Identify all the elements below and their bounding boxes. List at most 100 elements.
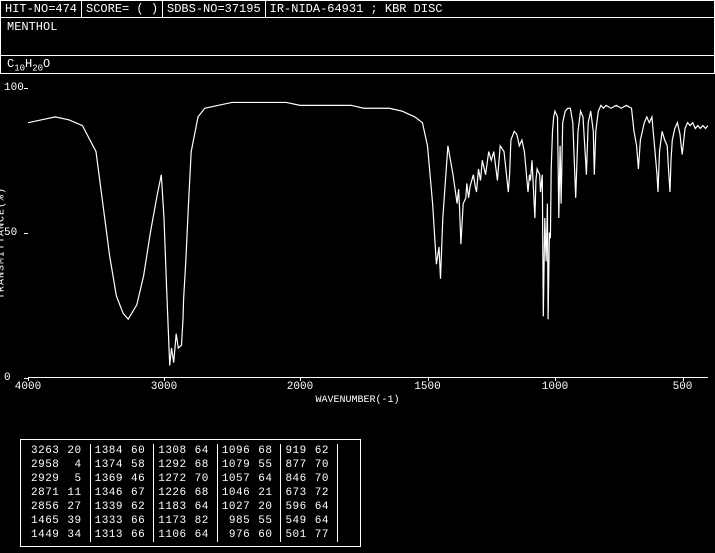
peak-wn: 1333 [90, 514, 127, 528]
peak-val: 64 [254, 472, 281, 486]
peak-wn: 1384 [90, 444, 127, 458]
peak-wn: 1339 [90, 500, 127, 514]
plot-area: 05010040003000200015001000500 [28, 88, 708, 378]
ytick-label: 0 [4, 372, 11, 384]
xtick-mark [300, 377, 301, 381]
peak-table-body: 3263201384601308641096689196229584137458… [27, 444, 354, 542]
peak-wn [337, 458, 346, 472]
peak-val: 60 [127, 444, 154, 458]
peak-val: 20 [63, 444, 90, 458]
peak-wn: 596 [281, 500, 311, 514]
peak-wn: 1272 [154, 472, 191, 486]
peak-wn: 1183 [154, 500, 191, 514]
peak-wn: 1106 [154, 528, 191, 542]
peak-wn: 846 [281, 472, 311, 486]
peak-val: 66 [127, 514, 154, 528]
peak-wn: 976 [217, 528, 254, 542]
peak-wn: 2958 [27, 458, 63, 472]
peak-wn: 1027 [217, 500, 254, 514]
peak-table: 3263201384601308641096689196229584137458… [20, 439, 361, 547]
peak-wn: 985 [217, 514, 254, 528]
peak-wn: 877 [281, 458, 311, 472]
peak-wn: 549 [281, 514, 311, 528]
spectrum-line [28, 88, 708, 377]
peak-val: 46 [127, 472, 154, 486]
ytick-label: 100 [4, 82, 24, 94]
peak-wn: 3263 [27, 444, 63, 458]
ytick-mark [24, 233, 28, 234]
peak-val: 68 [191, 486, 218, 500]
xtick-mark [555, 377, 556, 381]
peak-val: 70 [311, 458, 338, 472]
peak-wn: 1173 [154, 514, 191, 528]
ir-spectrum-chart: TRANSMITTANCE(%) 05010040003000200015001… [0, 78, 715, 408]
peak-val [346, 514, 354, 528]
score: SCORE= ( ) [82, 1, 163, 17]
xtick-label: 1500 [414, 381, 440, 393]
peak-wn: 1449 [27, 528, 63, 542]
peak-val: 64 [191, 500, 218, 514]
peak-wn: 1292 [154, 458, 191, 472]
peak-val: 20 [254, 500, 281, 514]
xtick-mark [683, 377, 684, 381]
peak-val: 70 [191, 472, 218, 486]
peak-val: 4 [63, 458, 90, 472]
peak-val: 70 [311, 472, 338, 486]
peak-val: 77 [311, 528, 338, 542]
peak-val: 68 [254, 444, 281, 458]
peak-wn: 1374 [90, 458, 127, 472]
peak-val: 60 [254, 528, 281, 542]
peak-wn [337, 486, 346, 500]
y-axis-label: TRANSMITTANCE(%) [0, 187, 8, 299]
peak-wn [337, 514, 346, 528]
ytick-mark [24, 88, 28, 89]
xtick-mark [164, 377, 165, 381]
peak-wn [337, 444, 346, 458]
peak-val: 62 [127, 500, 154, 514]
peak-wn: 1465 [27, 514, 63, 528]
peak-wn: 2871 [27, 486, 63, 500]
header-bar: HIT-NO=474 SCORE= ( ) SDBS-NO=37195 IR-N… [0, 0, 715, 18]
xtick-label: 1000 [542, 381, 568, 393]
peak-val: 21 [254, 486, 281, 500]
peak-val [346, 472, 354, 486]
peak-wn: 1057 [217, 472, 254, 486]
compound-name: MENTHOL [0, 18, 715, 56]
peak-val: 11 [63, 486, 90, 500]
peak-val [346, 444, 354, 458]
peak-wn: 501 [281, 528, 311, 542]
peak-val [346, 528, 354, 542]
peak-wn [337, 472, 346, 486]
peak-val [346, 486, 354, 500]
peak-wn: 1046 [217, 486, 254, 500]
peak-val: 64 [311, 514, 338, 528]
peak-wn [337, 500, 346, 514]
peak-wn: 1096 [217, 444, 254, 458]
peak-wn: 2929 [27, 472, 63, 486]
peak-val: 67 [127, 486, 154, 500]
peak-val: 62 [311, 444, 338, 458]
peak-wn: 2856 [27, 500, 63, 514]
peak-wn: 673 [281, 486, 311, 500]
x-axis-label: WAVENUMBER(-1) [315, 395, 399, 406]
peak-wn: 1346 [90, 486, 127, 500]
xtick-label: 3000 [151, 381, 177, 393]
peak-val: 64 [191, 444, 218, 458]
xtick-mark [428, 377, 429, 381]
peak-val: 5 [63, 472, 90, 486]
peak-val: 55 [254, 514, 281, 528]
peak-val: 68 [191, 458, 218, 472]
peak-val: 58 [127, 458, 154, 472]
peak-val: 39 [63, 514, 90, 528]
peak-wn [337, 528, 346, 542]
peak-wn: 1079 [217, 458, 254, 472]
peak-wn: 919 [281, 444, 311, 458]
xtick-label: 4000 [15, 381, 41, 393]
peak-val: 55 [254, 458, 281, 472]
xtick-label: 2000 [287, 381, 313, 393]
peak-val: 64 [191, 528, 218, 542]
peak-wn: 1313 [90, 528, 127, 542]
peak-val [346, 500, 354, 514]
xtick-mark [28, 377, 29, 381]
peak-wn: 1308 [154, 444, 191, 458]
